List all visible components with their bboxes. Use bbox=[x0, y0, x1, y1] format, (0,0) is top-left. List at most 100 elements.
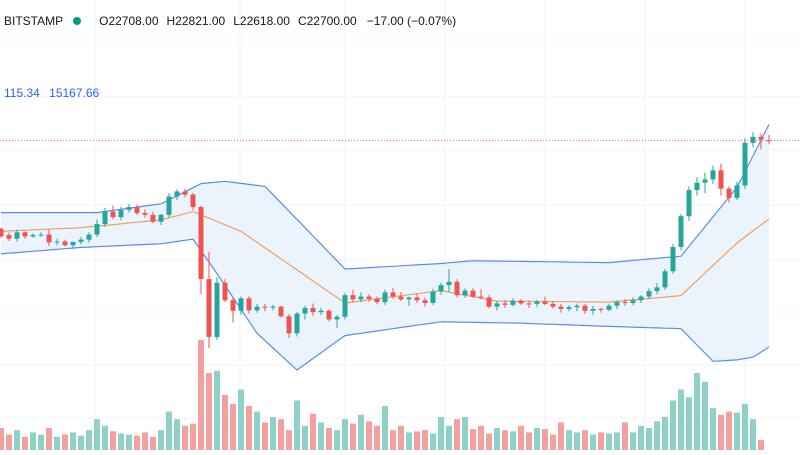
volume-bar-2 bbox=[14, 430, 20, 450]
candle-body-19 bbox=[150, 214, 156, 222]
candle-body-34 bbox=[270, 306, 276, 308]
candle-66 bbox=[526, 300, 532, 309]
candle-43 bbox=[342, 292, 348, 320]
volume-bar-78 bbox=[622, 422, 628, 450]
candle-body-86 bbox=[686, 190, 692, 217]
volume-bar-1 bbox=[6, 434, 12, 450]
candle-22 bbox=[174, 189, 180, 201]
candle-body-55 bbox=[438, 285, 444, 292]
candle-body-15 bbox=[118, 209, 124, 218]
candle-48 bbox=[382, 289, 388, 305]
candle-10 bbox=[78, 236, 84, 245]
candle-41 bbox=[326, 309, 332, 322]
candle-59 bbox=[470, 288, 476, 298]
candle-93 bbox=[742, 138, 748, 189]
candle-body-10 bbox=[78, 239, 84, 242]
volume-bar-19 bbox=[150, 436, 156, 450]
volume-bar-27 bbox=[214, 370, 220, 450]
candle-body-1 bbox=[6, 235, 12, 239]
candle-body-58 bbox=[462, 290, 468, 296]
candle-body-45 bbox=[358, 296, 364, 300]
volume-bar-7 bbox=[54, 436, 60, 450]
volume-bar-95 bbox=[758, 440, 764, 450]
candle-65 bbox=[518, 299, 524, 305]
volume-bar-28 bbox=[222, 395, 228, 450]
candle-3 bbox=[22, 231, 28, 239]
candle-91 bbox=[726, 186, 732, 203]
candle-body-87 bbox=[694, 182, 700, 191]
candle-73 bbox=[582, 303, 588, 314]
candle-body-60 bbox=[478, 296, 484, 298]
candle-body-8 bbox=[62, 241, 68, 246]
candle-79 bbox=[630, 297, 636, 306]
symbol-legend[interactable]: BITSTAMP O22708.00 H22821.00 L22618.00 C… bbox=[0, 10, 456, 32]
candle-body-63 bbox=[502, 303, 508, 305]
candle-46 bbox=[366, 294, 372, 302]
candle-body-88 bbox=[702, 179, 708, 183]
volume-bar-38 bbox=[302, 425, 308, 450]
volume-bar-54 bbox=[430, 433, 436, 450]
volume-bar-89 bbox=[710, 408, 716, 450]
candle-body-35 bbox=[278, 306, 284, 317]
candle-body-95 bbox=[758, 136, 764, 140]
bollinger-upper-line bbox=[1, 124, 770, 270]
high-value: H22821.00 bbox=[166, 14, 226, 28]
candle-75 bbox=[598, 307, 604, 313]
volume-bar-72 bbox=[574, 432, 580, 450]
candle-body-39 bbox=[310, 308, 316, 313]
volume-bar-32 bbox=[254, 411, 260, 450]
volume-bar-35 bbox=[278, 419, 284, 450]
volume-bar-33 bbox=[262, 422, 268, 450]
volume-bar-64 bbox=[510, 431, 516, 450]
candle-53 bbox=[422, 297, 428, 307]
candle-body-56 bbox=[446, 281, 452, 286]
volume-bar-68 bbox=[542, 429, 548, 450]
volume-bar-61 bbox=[486, 433, 492, 450]
candle-body-4 bbox=[30, 235, 36, 237]
candle-40 bbox=[318, 308, 324, 315]
volume-bar-53 bbox=[422, 430, 428, 450]
volume-bar-15 bbox=[118, 433, 124, 450]
indicator-legend[interactable]: 115.34 15167.66 bbox=[4, 86, 105, 100]
candle-85 bbox=[678, 213, 684, 251]
volume-bar-62 bbox=[494, 428, 500, 450]
volume-bar-73 bbox=[582, 430, 588, 450]
volume-bar-10 bbox=[78, 435, 84, 450]
volume-bar-63 bbox=[502, 430, 508, 450]
candle-body-49 bbox=[390, 292, 396, 297]
indicator-value-2: 15167.66 bbox=[49, 86, 100, 100]
candle-25 bbox=[198, 205, 204, 295]
candle-body-92 bbox=[734, 185, 740, 198]
candle-71 bbox=[566, 305, 572, 312]
volume-bars bbox=[0, 340, 764, 450]
candle-33 bbox=[262, 303, 268, 312]
candle-19 bbox=[150, 211, 156, 224]
candle-body-30 bbox=[238, 298, 244, 311]
bollinger-fill bbox=[1, 124, 769, 371]
candle-body-89 bbox=[710, 170, 716, 180]
volume-bar-85 bbox=[678, 389, 684, 450]
candle-54 bbox=[430, 288, 436, 305]
candle-body-62 bbox=[494, 303, 500, 307]
indicator-value-1: 115.34 bbox=[4, 86, 40, 100]
candle-body-27 bbox=[214, 282, 220, 337]
volume-bar-30 bbox=[238, 389, 244, 450]
candle-77 bbox=[614, 300, 620, 309]
volume-bar-71 bbox=[566, 430, 572, 450]
exchange-label: BITSTAMP bbox=[4, 14, 64, 28]
candle-45 bbox=[358, 292, 364, 303]
close-value: C22700.00 bbox=[297, 14, 357, 28]
candle-body-20 bbox=[158, 214, 164, 222]
volume-bar-93 bbox=[742, 403, 748, 450]
candle-29 bbox=[230, 297, 236, 323]
volume-bar-88 bbox=[702, 381, 708, 450]
candle-body-24 bbox=[190, 194, 196, 208]
volume-bar-69 bbox=[550, 434, 556, 450]
candle-body-21 bbox=[166, 196, 172, 215]
candle-92 bbox=[734, 181, 740, 201]
volume-bar-5 bbox=[38, 434, 44, 450]
candle-body-57 bbox=[454, 281, 460, 296]
candle-11 bbox=[86, 232, 92, 243]
